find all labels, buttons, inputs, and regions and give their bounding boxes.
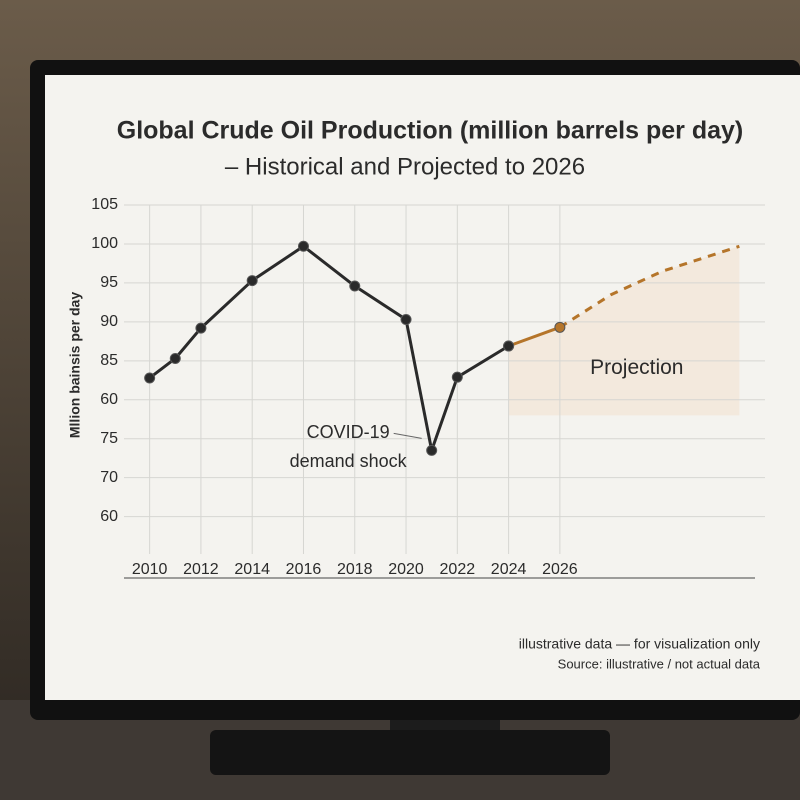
x-tick-label: 2026: [542, 561, 578, 578]
annotation: Projection: [590, 356, 683, 379]
series-line: [559, 244, 740, 329]
point: [400, 314, 412, 326]
series-line: [508, 325, 561, 348]
footer-note: illustrative data — for visualization on…: [519, 636, 760, 652]
y-axis-label: Mllion bainsis per day: [67, 292, 83, 438]
point: [169, 352, 181, 364]
annotation: demand shock: [290, 451, 408, 471]
point: [451, 371, 463, 383]
y-tick-label: 60: [100, 508, 118, 525]
x-tick-label: 2024: [491, 561, 527, 578]
chart-subtitle: – Historical and Projected to 2026: [225, 153, 585, 180]
projection-shade: [508, 246, 740, 416]
series-line: [148, 244, 510, 452]
chart-title: Global Crude Oil Production (million bar…: [117, 117, 743, 145]
x-tick-label: 2018: [337, 561, 373, 578]
x-tick-label: 2012: [183, 561, 219, 578]
y-tick-label: 105: [91, 196, 118, 213]
footer-source: Source: illustrative / not actual data: [558, 656, 761, 671]
point: [554, 321, 566, 333]
monitor-base: [210, 730, 610, 775]
point: [426, 444, 438, 456]
point: [195, 322, 207, 334]
point: [246, 275, 258, 287]
x-tick-label: 2016: [286, 561, 322, 578]
y-tick-label: 95: [100, 274, 118, 291]
x-tick-label: 2014: [234, 561, 270, 578]
point: [503, 340, 515, 352]
annotation: COVID-19: [307, 422, 390, 442]
point: [349, 280, 361, 292]
annotation-pointer: [393, 432, 422, 439]
y-tick-label: 75: [100, 430, 118, 447]
point: [297, 240, 309, 252]
x-tick-label: 2010: [132, 561, 168, 578]
x-tick-label: 2022: [440, 561, 476, 578]
y-tick-label: 100: [91, 235, 118, 252]
y-tick-label: 70: [100, 469, 118, 486]
y-tick-label: 85: [100, 352, 118, 369]
y-tick-label: 90: [100, 313, 118, 330]
point: [144, 372, 156, 384]
x-tick-label: 2020: [388, 561, 424, 578]
y-tick-label: 60: [100, 391, 118, 408]
